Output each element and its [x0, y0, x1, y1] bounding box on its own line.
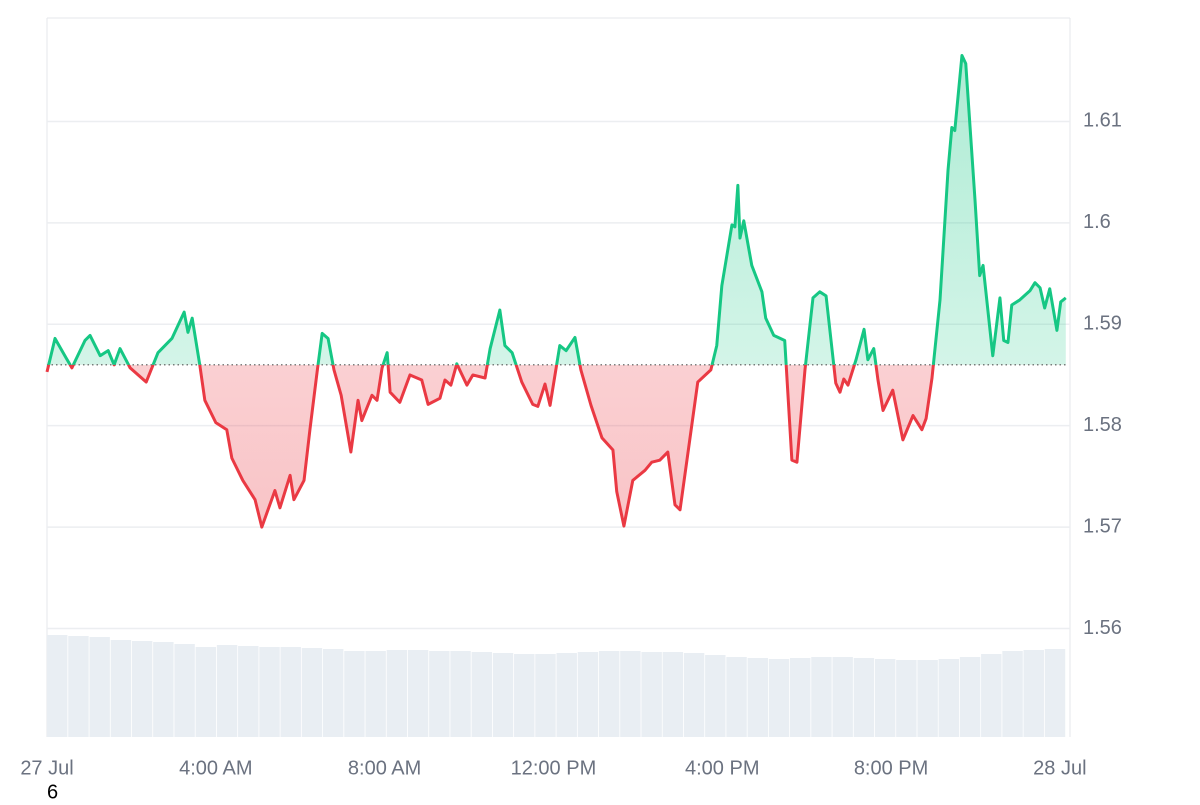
x-tick-label: 28 Jul [1033, 757, 1086, 779]
volume-bar [1044, 649, 1066, 737]
volume-bar [853, 658, 875, 737]
y-tick-label: 1.59 [1083, 313, 1122, 335]
volume-bar [832, 657, 853, 737]
volume-bar [47, 635, 68, 737]
volume-bar [790, 658, 811, 737]
volume-bar [174, 644, 195, 737]
volume-bar [874, 659, 896, 737]
y-tick-label: 1.61 [1083, 110, 1122, 132]
volume-bar [365, 651, 386, 737]
volume-bar [683, 653, 705, 737]
volume-bar [535, 654, 556, 737]
volume-bar [1023, 650, 1044, 737]
volume-bar [981, 654, 1002, 737]
y-tick-label: 1.58 [1083, 414, 1122, 436]
volume-bar [322, 649, 344, 737]
volume-bar [577, 652, 599, 737]
price-line-down [45, 364, 935, 529]
x-tick-label: 12:00 PM [511, 757, 597, 779]
volume-bar [68, 636, 89, 737]
volume-bar [662, 652, 684, 737]
volume-bar [238, 646, 259, 737]
volume-bar [407, 650, 429, 737]
volume-bar [726, 657, 747, 737]
x-tick-label: 8:00 PM [854, 757, 928, 779]
volume-bar [959, 657, 981, 737]
y-tick-label: 1.6 [1083, 211, 1111, 233]
volume-bar [89, 637, 110, 737]
area-down [47, 364, 1066, 528]
volume-bar [492, 653, 514, 737]
volume-bar [471, 652, 493, 737]
volume-bar [216, 645, 238, 737]
x-tick-label: 27 Jul [20, 757, 73, 779]
volume-bar [556, 653, 577, 737]
volume-bar [301, 648, 323, 737]
volume-bar [747, 658, 768, 737]
volume-bar [705, 655, 726, 737]
volume-bar [1002, 651, 1023, 737]
footnote: 6 [47, 781, 58, 800]
y-tick-label: 1.56 [1083, 617, 1122, 639]
volume-bar [429, 651, 450, 737]
volume-bar [811, 657, 832, 737]
volume-bar [153, 642, 174, 737]
volume-bar [386, 650, 408, 737]
volume-bar [344, 651, 365, 737]
volume-bar [938, 659, 960, 737]
volume-bar [598, 651, 620, 737]
volume-bar [450, 651, 471, 737]
volume-bar [259, 647, 280, 737]
volume-bar [514, 654, 535, 737]
x-tick-label: 8:00 AM [348, 757, 421, 779]
x-tick-label: 4:00 PM [685, 757, 759, 779]
x-tick-label: 4:00 AM [179, 757, 252, 779]
volume-bar [620, 651, 641, 737]
volume-bar [195, 647, 217, 737]
y-tick-label: 1.57 [1083, 515, 1122, 537]
volume-bar [896, 660, 917, 737]
volume-bar [917, 660, 938, 737]
area-up [48, 55, 1066, 365]
volume-bar [131, 641, 153, 737]
volume-bar [768, 659, 790, 737]
volume-bar [641, 652, 662, 737]
volume-bar [280, 647, 301, 737]
price-line-up [47, 54, 1067, 365]
volume-bar [110, 640, 132, 737]
